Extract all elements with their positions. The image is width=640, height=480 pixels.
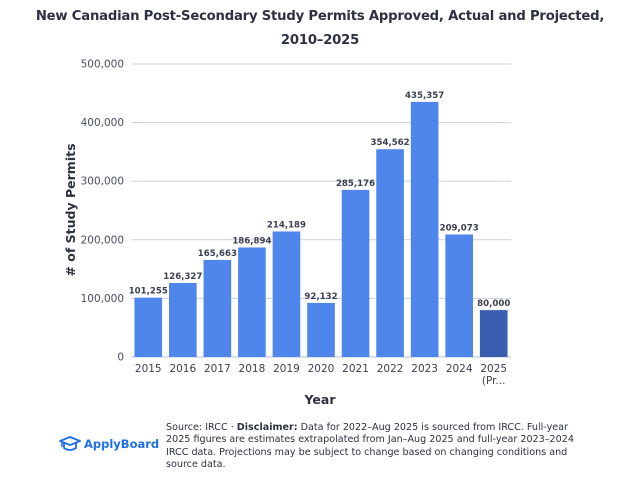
x-tick-label: 2016 xyxy=(169,363,196,375)
x-tick-label: 2025 xyxy=(480,363,507,375)
bar-2019 xyxy=(272,231,301,357)
data-label: 285,176 xyxy=(336,179,375,189)
chart-title-line2: 2010–2025 xyxy=(280,33,360,48)
y-axis-title: # of Study Permits xyxy=(63,143,78,276)
data-label: 186,894 xyxy=(232,236,271,246)
data-label: 126,327 xyxy=(163,272,202,282)
x-tick-label-line2: (Pr... xyxy=(482,375,506,387)
data-label: 101,255 xyxy=(129,287,168,297)
disclaimer-text: Data for 2022–Aug 2025 is sourced from I… xyxy=(166,422,574,471)
x-tick-label: 2023 xyxy=(411,363,438,375)
data-label: 165,663 xyxy=(198,249,237,259)
bar-2021 xyxy=(341,189,370,357)
x-tick-label: 2015 xyxy=(135,363,162,375)
y-axis-ticks: 0 100,000 200,000 300,000 400,000 500,000 xyxy=(81,59,124,364)
x-tick-label: 2022 xyxy=(377,363,404,375)
x-axis-ticks: 2015 2016 2017 2018 2019 2020 2021 2022 2023 2024… xyxy=(135,363,507,387)
bar-2017 xyxy=(203,259,232,357)
applyboard-logo: ApplyBoard xyxy=(59,436,159,452)
x-tick-label: 2020 xyxy=(308,363,335,375)
bar-2022 xyxy=(376,149,404,357)
data-label: 435,357 xyxy=(405,91,444,101)
bar-chart: 0 100,000 200,000 300,000 400,000 500,000 101… xyxy=(63,59,511,407)
bar-2018 xyxy=(238,247,266,357)
data-label: 92,132 xyxy=(304,292,337,302)
data-label: 80,000 xyxy=(477,299,510,309)
source-note: Source: IRCC · Disclaimer: Data for 2022… xyxy=(166,422,586,472)
bar-2025 xyxy=(479,310,508,357)
data-label: 214,189 xyxy=(267,220,306,230)
bar-2023 xyxy=(410,101,439,357)
chart-title: New Canadian Post-Secondary Study Permit… xyxy=(35,9,605,24)
y-tick-label: 200,000 xyxy=(81,234,124,246)
logo-text: ApplyBoard xyxy=(84,437,160,451)
x-tick-label: 2017 xyxy=(204,363,231,375)
bar-2016 xyxy=(169,282,197,357)
y-tick-label: 0 xyxy=(117,352,124,364)
data-label: 209,073 xyxy=(440,223,479,233)
bar-2015 xyxy=(134,297,163,357)
x-tick-label: 2024 xyxy=(446,363,473,375)
disclaimer-label: Disclaimer: xyxy=(236,422,298,433)
y-tick-label: 300,000 xyxy=(81,176,124,188)
y-tick-label: 400,000 xyxy=(81,117,124,129)
graduation-cap-icon xyxy=(59,436,81,451)
x-tick-label: 2019 xyxy=(273,363,300,375)
x-tick-label: 2018 xyxy=(239,363,266,375)
y-tick-label: 500,000 xyxy=(81,59,124,71)
source-prefix: Source: IRCC · xyxy=(166,422,237,433)
bar-2020 xyxy=(307,303,335,357)
y-tick-label: 100,000 xyxy=(81,293,124,305)
bar-2024 xyxy=(445,234,473,357)
data-labels: 101,255 126,327 165,663 186,894 214,189 92,13… xyxy=(129,91,511,309)
data-label: 354,562 xyxy=(371,138,410,148)
x-tick-label: 2021 xyxy=(342,363,369,375)
x-axis-title: Year xyxy=(304,392,337,407)
bars xyxy=(134,101,508,357)
